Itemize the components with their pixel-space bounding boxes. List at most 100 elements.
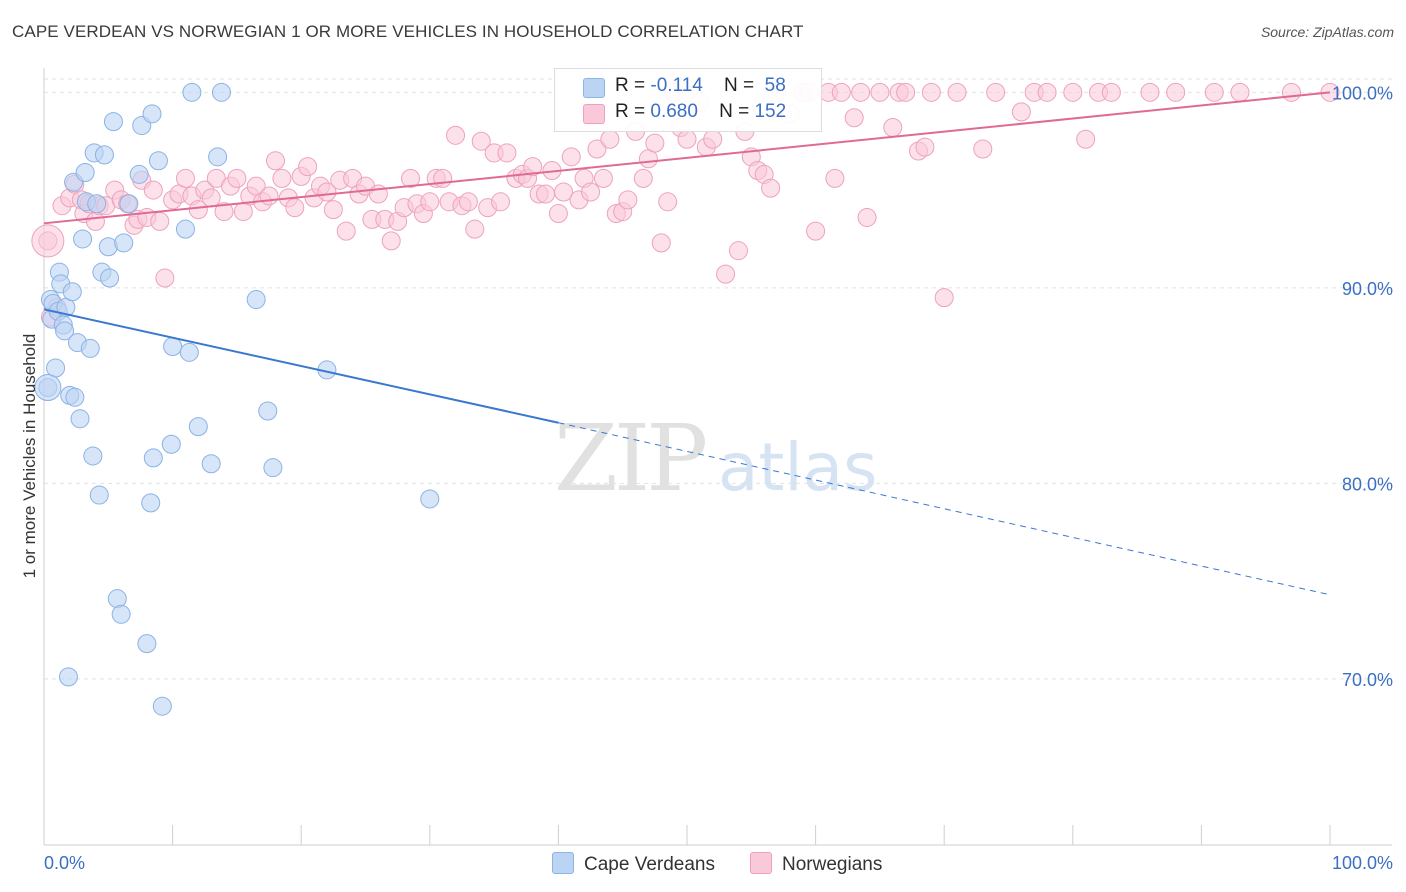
trend-lines [43,91,1331,596]
point-cape-verdean [152,696,172,716]
point-norwegian [658,192,678,212]
trend-line-cape-verdeans [43,308,559,424]
point-cape-verdean [211,82,231,102]
point-cape-verdean [161,434,181,454]
point-norwegian [446,125,466,145]
point-norwegian [677,129,697,149]
point-cape-verdean [208,147,228,167]
point-norwegian [491,192,511,212]
point-norwegian [883,118,903,138]
watermark-zip: ZIP [554,405,705,512]
point-norwegian [1204,82,1224,102]
point-norwegian [323,200,343,220]
legend-n-label: N = [723,75,755,96]
point-norwegian [1011,102,1031,122]
point-cape-verdean [258,401,278,421]
point-norwegian [1166,82,1186,102]
point-norwegian [934,288,954,308]
point-norwegian [188,200,208,220]
point-norwegian [851,82,871,102]
legend-r-value: 0.680 [650,101,698,122]
point-norwegian [896,82,916,102]
point-cape-verdean [142,104,162,124]
point-norwegian [471,131,491,151]
point-cape-verdean [80,338,100,358]
point-norwegian [554,182,574,202]
point-cape-verdean [87,194,107,214]
point-norwegian [587,139,607,159]
point-cape-verdean [62,282,82,302]
point-norwegian [986,82,1006,102]
chart-title: CAPE VERDEAN VS NORWEGIAN 1 OR MORE VEHI… [12,22,804,41]
point-norwegian [1037,82,1057,102]
grid-lines [44,78,1392,680]
legend-item-norwegians: Norwegians [750,852,882,876]
point-norwegian [536,184,556,204]
point-cape-verdean [148,151,168,171]
y-tick-label: 90.0% [1342,279,1393,299]
point-norwegian [175,168,195,188]
point-norwegian [728,241,748,261]
point-norwegian [201,188,221,208]
point-norwegian [336,221,356,241]
point-cape-verdean [201,454,221,474]
point-norwegian [227,168,247,188]
point-norwegian [1101,82,1121,102]
legend-n-value: 152 [754,101,787,122]
point-cape-verdean [114,233,134,253]
point-norwegian [155,268,175,288]
point-norwegian [703,129,723,149]
point-cape-verdean [143,448,163,468]
point-norwegian [870,82,890,102]
point-cape-verdean [182,82,202,102]
point-cape-verdean [129,164,149,184]
y-tick-label: 80.0% [1342,474,1393,494]
axes [43,68,1392,846]
x-tick-label-max: 100.0% [1332,853,1393,873]
point-norwegian [317,182,337,202]
point-cape-verdean [119,194,139,214]
point-norwegian [651,233,671,253]
legend-n-label: N = [719,101,750,122]
point-cape-verdean [175,219,195,239]
point-norwegian [31,224,65,258]
point-norwegian [857,207,877,227]
point-norwegian [633,168,653,188]
source-label: Source: ZipAtlas.com [1260,24,1394,40]
point-norwegian [259,186,279,206]
point-cape-verdean [103,112,123,132]
point-norwegian [825,168,845,188]
legend-r-label: R = [615,75,646,96]
point-norwegian [298,157,318,177]
point-cape-verdean [137,634,157,654]
legend-swatch-pink [583,104,605,124]
point-norwegian [458,192,478,212]
point-cape-verdean [111,604,131,624]
point-norwegian [915,137,935,157]
point-norwegian [433,168,453,188]
point-cape-verdean [246,290,266,310]
point-norwegian [272,168,292,188]
point-norwegian [561,147,581,167]
point-norwegian [465,219,485,239]
point-cape-verdean [263,458,283,478]
point-cape-verdean [75,162,95,182]
point-norwegian [85,211,105,231]
point-norwegian [761,178,781,198]
point-norwegian [1063,82,1083,102]
point-cape-verdean [163,336,183,356]
point-norwegian [1281,82,1301,102]
point-cape-verdean [94,145,114,165]
point-cape-verdean [70,409,90,429]
point-cape-verdean [89,485,109,505]
point-cape-verdean [141,493,161,513]
point-norwegian [581,182,601,202]
point-norwegian [401,168,421,188]
legend-n-value: 58 [764,75,786,96]
point-cape-verdean [34,374,62,402]
point-norwegian [844,108,864,128]
point-norwegian [1230,82,1250,102]
y-axis-label: 1 or more Vehicles in Household [20,333,39,579]
point-cape-verdean [100,268,120,288]
